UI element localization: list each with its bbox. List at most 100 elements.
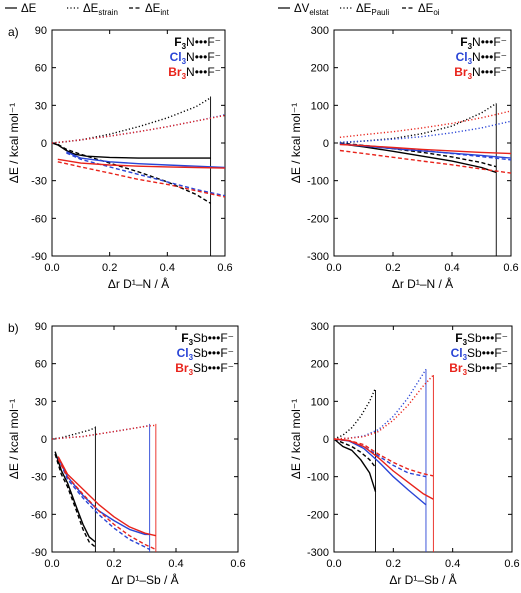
series-line bbox=[52, 114, 225, 144]
x-tick-label: 0.2 bbox=[106, 558, 121, 570]
x-tick-label: 0.4 bbox=[160, 262, 175, 274]
chart-panel: 90 60 30 0 -30 -60 -900.0 0.2 0.4 0.6 Δr D¹–Sb / Å… bbox=[7, 321, 246, 587]
plot-area bbox=[52, 423, 157, 552]
panel-legend-entry: F3Sb•••F⁻ bbox=[181, 331, 234, 347]
x-tick-label: 0.0 bbox=[326, 558, 341, 570]
legend-center: Sb bbox=[193, 331, 208, 345]
legend-label: ΔEint bbox=[145, 3, 170, 17]
panel-legend-entry: F3Sb•••F⁻ bbox=[455, 331, 508, 347]
legend-symbol: ΔE bbox=[418, 3, 434, 15]
legend-suffix: •••F⁻ bbox=[195, 50, 221, 64]
series-line bbox=[57, 158, 225, 169]
legend-halogen: Br bbox=[449, 361, 463, 375]
y-tick-label: 90 bbox=[35, 25, 47, 37]
legend-halogen: Br bbox=[168, 65, 182, 79]
y-tick-label: 100 bbox=[311, 396, 329, 408]
y-tick-label: -300 bbox=[307, 251, 329, 263]
legend-symbol: ΔE bbox=[145, 3, 161, 15]
legend-suffix: •••F⁻ bbox=[482, 331, 508, 345]
y-tick-label: 300 bbox=[311, 321, 329, 333]
legend-suffix: •••F⁻ bbox=[195, 65, 221, 79]
series-line bbox=[339, 143, 497, 174]
legend-subscript: 3 bbox=[189, 368, 194, 377]
legend-suffix: •••F⁻ bbox=[481, 65, 507, 79]
chart-panel: 90 60 30 0 -30 -60 -900.0 0.2 0.4 0.6 Δr D¹–N / Å Δ… bbox=[7, 25, 233, 291]
legend-subscript: 3 bbox=[463, 338, 468, 347]
series-line bbox=[334, 438, 434, 500]
panel-legend-entry: Cl3N•••F⁻ bbox=[456, 50, 507, 66]
legend-symbol: ΔE bbox=[83, 3, 99, 15]
y-tick-label: -300 bbox=[307, 547, 329, 559]
legend-subscript: 3 bbox=[189, 353, 194, 362]
legend-center: Sb bbox=[193, 361, 208, 375]
y-tick-label: -30 bbox=[31, 472, 47, 484]
legend-suffix: •••F⁻ bbox=[482, 346, 508, 360]
panel-legend-entry: Br3Sb•••F⁻ bbox=[449, 361, 508, 377]
x-tick-label: 0.2 bbox=[386, 558, 401, 570]
legend-center: Sb bbox=[467, 361, 482, 375]
legend-subscript: int bbox=[160, 8, 169, 17]
series-line bbox=[339, 120, 511, 143]
legend-label: ΔEstrain bbox=[83, 3, 118, 17]
y-tick-label: -100 bbox=[307, 472, 329, 484]
y-tick-label: 0 bbox=[323, 138, 329, 150]
series-line bbox=[54, 451, 96, 543]
legend-center: N bbox=[186, 65, 195, 79]
series-line bbox=[57, 457, 150, 536]
x-tick-label: 0.4 bbox=[168, 558, 183, 570]
x-axis-label: Δr D¹–N / Å bbox=[108, 276, 169, 291]
x-tick-label: 0.0 bbox=[326, 262, 341, 274]
x-tick-label: 0.6 bbox=[503, 262, 518, 274]
y-tick-label: 100 bbox=[311, 100, 329, 112]
legend-symbol: ΔE bbox=[356, 3, 372, 15]
series-line bbox=[334, 374, 434, 440]
panel-legend-entry: Cl3N•••F⁻ bbox=[170, 50, 221, 66]
series-line bbox=[52, 424, 156, 440]
y-axis-label: ΔE / kcal mol⁻¹ bbox=[289, 399, 303, 479]
legend-center: N bbox=[186, 35, 195, 49]
legend-subscript: strain bbox=[98, 8, 118, 17]
legend-halogen: Br bbox=[175, 361, 189, 375]
plot-area bbox=[334, 368, 434, 552]
legend-label: ΔEPauli bbox=[356, 3, 389, 17]
plot-area bbox=[339, 102, 511, 256]
y-tick-label: -60 bbox=[31, 509, 47, 521]
x-tick-label: 0.6 bbox=[230, 558, 245, 570]
series-line bbox=[57, 143, 211, 204]
legend-label: ΔE bbox=[21, 3, 37, 15]
legend-suffix: •••F⁻ bbox=[481, 50, 507, 64]
legend-center: N bbox=[472, 65, 481, 79]
legend-label: ΔVelstat bbox=[294, 3, 329, 17]
y-tick-label: -60 bbox=[31, 213, 47, 225]
y-tick-label: 60 bbox=[35, 359, 47, 371]
legend-center: Sb bbox=[193, 346, 208, 360]
panel-legend: F3Sb•••F⁻Cl3Sb•••F⁻Br3Sb•••F⁻ bbox=[449, 331, 508, 377]
legend-suffix: •••F⁻ bbox=[208, 331, 234, 345]
panel-label: a) bbox=[8, 25, 19, 39]
legend-subscript: 3 bbox=[182, 57, 187, 66]
series-line bbox=[339, 149, 511, 174]
y-axis-label: ΔE / kcal mol⁻¹ bbox=[7, 103, 21, 183]
legend-subscript: 3 bbox=[463, 368, 468, 377]
x-axis-label: Δr D¹–N / Å bbox=[392, 276, 453, 291]
x-tick-label: 0.2 bbox=[385, 262, 400, 274]
series-line bbox=[334, 438, 377, 492]
y-tick-label: -200 bbox=[307, 509, 329, 521]
x-tick-label: 0.0 bbox=[44, 558, 59, 570]
y-tick-label: 30 bbox=[35, 100, 47, 112]
top-legend: ΔE ΔEstrain ΔEint bbox=[5, 3, 170, 17]
x-tick-label: 0.4 bbox=[444, 262, 459, 274]
legend-subscript: 3 bbox=[182, 72, 187, 81]
legend-center: Sb bbox=[467, 331, 482, 345]
series-line bbox=[57, 458, 157, 551]
legend-halogen: F bbox=[455, 331, 462, 345]
legend-subscript: 3 bbox=[468, 42, 473, 51]
y-tick-label: 90 bbox=[35, 321, 47, 333]
panel-legend-entry: F3N•••F⁻ bbox=[174, 35, 221, 51]
x-tick-label: 0.2 bbox=[102, 262, 117, 274]
series-line bbox=[52, 97, 211, 144]
legend-subscript: 3 bbox=[189, 338, 194, 347]
y-tick-label: -200 bbox=[307, 213, 329, 225]
